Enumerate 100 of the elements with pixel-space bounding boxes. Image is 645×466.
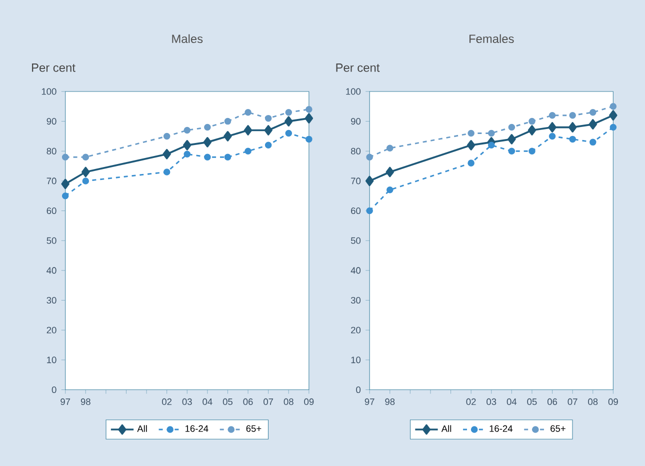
point	[366, 207, 373, 214]
legend-label: 16-24	[186, 425, 208, 432]
x-tick-label: 08	[284, 398, 294, 405]
y-tick-label: 50	[350, 237, 361, 244]
point	[488, 142, 495, 148]
x-tick-label: 07	[568, 398, 578, 405]
point	[488, 130, 495, 136]
y-tick-label: 70	[351, 178, 361, 184]
point	[548, 132, 556, 140]
x-tick-label: 03	[486, 398, 496, 405]
point	[365, 176, 374, 186]
point	[224, 118, 232, 125]
point	[569, 112, 576, 119]
point	[508, 124, 516, 130]
point	[184, 150, 191, 158]
point	[62, 192, 69, 200]
point	[183, 140, 192, 150]
y-tick-label: 60	[46, 207, 56, 214]
point	[82, 177, 90, 184]
point	[386, 144, 394, 152]
point	[163, 168, 170, 176]
point	[244, 108, 252, 116]
y-tick-label: 30	[350, 296, 361, 304]
legend-label: All	[137, 425, 147, 432]
point	[528, 148, 536, 154]
point	[264, 124, 272, 136]
point	[304, 112, 314, 124]
y-tick-label: 50	[46, 237, 56, 244]
x-tick-label: 05	[222, 398, 232, 405]
point	[610, 124, 617, 130]
point	[203, 136, 212, 148]
x-tick-label: 06	[547, 398, 558, 405]
y-tick-label: 80	[350, 148, 361, 154]
y-tick-label: 10	[351, 356, 361, 364]
y-tick-label: 100	[346, 88, 361, 95]
x-tick-label: 03	[182, 398, 192, 405]
point	[508, 148, 516, 154]
point	[285, 108, 292, 116]
point	[468, 130, 474, 136]
point	[184, 126, 191, 134]
point	[61, 178, 70, 189]
y-tick-label: 10	[47, 356, 56, 364]
y-tick-label: 0	[356, 386, 361, 393]
point	[244, 148, 252, 154]
point	[264, 114, 272, 122]
point	[306, 136, 312, 142]
point	[568, 122, 577, 132]
point	[548, 112, 556, 119]
chart-title: Males	[172, 34, 203, 43]
legend-label: 16-24	[490, 425, 512, 432]
y-tick-label: 20	[351, 326, 361, 334]
y-tick-label: 70	[46, 178, 56, 184]
y-tick-label: 30	[46, 296, 56, 304]
point	[244, 124, 252, 136]
legend-label: 65+	[246, 425, 262, 432]
point	[609, 110, 618, 120]
x-tick-label: 09	[608, 398, 618, 405]
y-tick-label: 0	[52, 386, 56, 393]
point	[284, 116, 293, 126]
point	[163, 132, 170, 140]
point	[224, 154, 232, 160]
point	[466, 140, 476, 150]
point	[62, 154, 69, 160]
x-tick-label: 04	[506, 398, 517, 405]
y-tick-label: 20	[46, 326, 56, 334]
point	[386, 186, 394, 194]
y-tick-label: 80	[46, 148, 56, 154]
point	[386, 166, 394, 178]
point	[306, 106, 312, 113]
point	[224, 130, 232, 142]
y-axis-title: Per cent	[336, 63, 380, 72]
y-tick-label: 100	[42, 88, 56, 95]
x-tick-label: 98	[385, 398, 395, 405]
legend-label: 65+	[550, 425, 566, 432]
point	[590, 108, 596, 116]
chart-title: Females	[469, 34, 514, 43]
point	[264, 142, 272, 148]
x-tick-label: 08	[588, 398, 598, 405]
y-tick-label: 40	[350, 267, 361, 274]
y-tick-label: 90	[46, 118, 56, 124]
x-tick-label: 05	[527, 398, 537, 405]
x-tick-label: 09	[304, 398, 314, 405]
legend-label: All	[441, 425, 452, 432]
point	[528, 118, 536, 125]
point	[366, 154, 373, 160]
y-tick-label: 40	[46, 267, 56, 274]
point	[528, 124, 536, 136]
x-tick-label: 02	[162, 398, 172, 405]
point	[162, 148, 171, 160]
x-tick-label: 98	[80, 398, 90, 405]
point	[610, 102, 617, 110]
x-tick-label: 97	[364, 398, 374, 405]
y-axis-title: Per cent	[32, 63, 76, 72]
x-tick-label: 97	[60, 398, 70, 405]
point	[590, 138, 596, 146]
point	[468, 160, 474, 166]
y-tick-label: 90	[351, 118, 361, 124]
y-tick-label: 60	[351, 207, 361, 214]
point	[569, 136, 576, 142]
x-tick-label: 04	[202, 398, 212, 405]
